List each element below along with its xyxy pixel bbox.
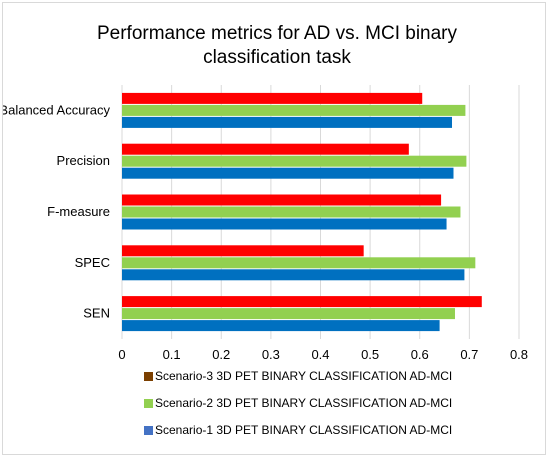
category-label: SEN xyxy=(83,306,110,321)
x-axis-tick-labels: 0 0.1 0.2 0.3 0.4 0.5 0.6 0.7 0.8 xyxy=(118,347,528,362)
bar xyxy=(122,206,461,218)
bar xyxy=(122,143,409,155)
legend: Scenario-3 3D PET BINARY CLASSIFICATION … xyxy=(144,369,452,437)
bar xyxy=(122,308,455,320)
legend-label: Scenario-2 3D PET BINARY CLASSIFICATION … xyxy=(155,396,452,410)
legend-label: Scenario-3 3D PET BINARY CLASSIFICATION … xyxy=(155,369,452,383)
chart-title-line-1: Performance metrics for AD vs. MCI binar… xyxy=(97,23,458,44)
legend-label: Scenario-1 3D PET BINARY CLASSIFICATION … xyxy=(155,423,452,437)
bar xyxy=(122,104,466,116)
chart-title-line-2: classification task xyxy=(203,47,351,68)
category-label: Balanced Accuracy xyxy=(3,102,110,117)
chart-frame: Performance metrics for AD vs. MCI binar… xyxy=(2,2,546,455)
chart-title: Performance metrics for AD vs. MCI binar… xyxy=(97,23,458,68)
bars xyxy=(122,92,482,332)
x-tick-label: 0.4 xyxy=(311,347,329,362)
bar xyxy=(122,257,476,269)
category-label: Precision xyxy=(57,153,110,168)
category-label: F-measure xyxy=(47,204,110,219)
bar xyxy=(122,245,364,257)
x-tick-label: 0.2 xyxy=(212,347,230,362)
legend-marker xyxy=(144,426,153,435)
category-label: SPEC xyxy=(75,255,110,270)
bar xyxy=(122,218,447,230)
x-tick-label: 0.7 xyxy=(460,347,478,362)
bar xyxy=(122,296,482,308)
legend-marker xyxy=(144,372,153,381)
x-tick-label: 0.3 xyxy=(262,347,280,362)
x-tick-label: 0.5 xyxy=(361,347,379,362)
bar-chart: Performance metrics for AD vs. MCI binar… xyxy=(3,23,528,437)
bar xyxy=(122,92,423,104)
legend-marker xyxy=(144,399,153,408)
x-tick-label: 0.8 xyxy=(510,347,528,362)
x-tick-label: 0.1 xyxy=(163,347,181,362)
x-tick-label: 0 xyxy=(118,347,125,362)
bar xyxy=(122,269,465,281)
bar xyxy=(122,155,467,167)
bar xyxy=(122,194,442,206)
x-tick-label: 0.6 xyxy=(411,347,429,362)
bar xyxy=(122,167,454,179)
bar xyxy=(122,320,440,332)
category-labels: Balanced Accuracy Precision F-measure SPEC S… xyxy=(3,102,110,320)
bar xyxy=(122,116,453,128)
